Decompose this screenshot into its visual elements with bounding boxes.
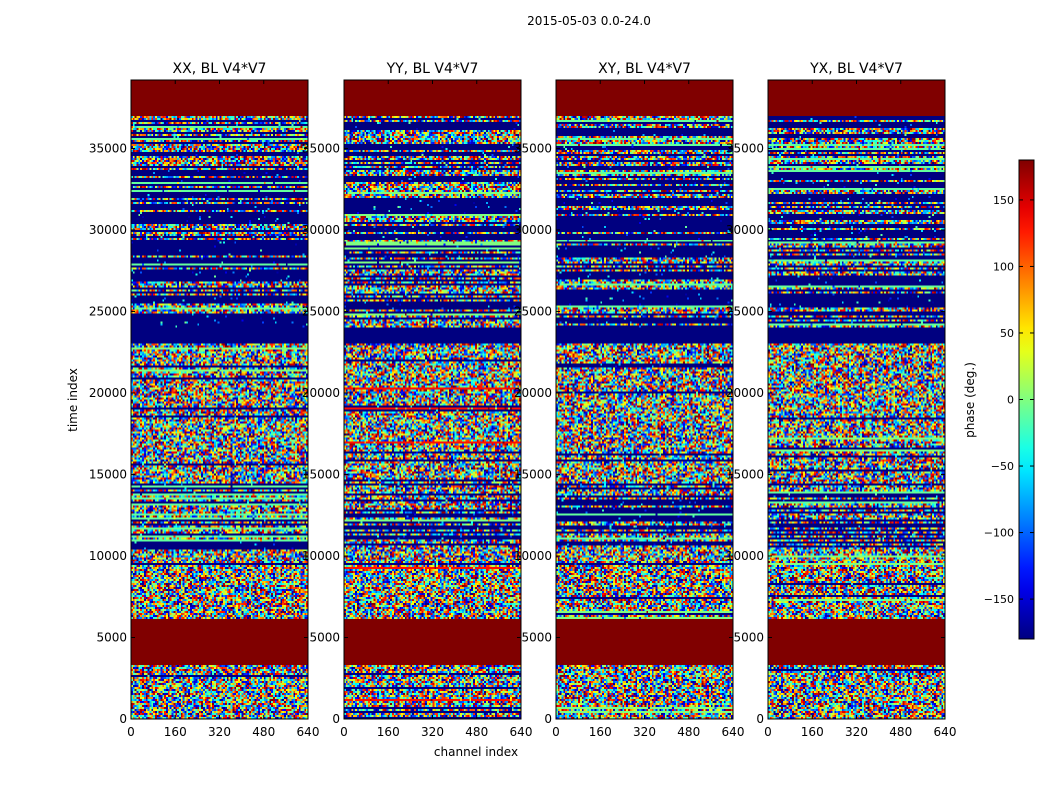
y-tick-label: 15000 bbox=[302, 467, 340, 481]
y-tick-label: 20000 bbox=[514, 386, 552, 400]
colorbar-label: phase (deg.) bbox=[963, 362, 977, 438]
x-tick-label: 480 bbox=[889, 725, 912, 739]
colorbar-tick-label: −150 bbox=[984, 593, 1014, 606]
y-tick-label: 0 bbox=[332, 712, 340, 726]
x-tick-label: 160 bbox=[801, 725, 824, 739]
y-tick-label: 15000 bbox=[514, 467, 552, 481]
y-tick-label: 30000 bbox=[726, 223, 764, 237]
y-tick-label: 10000 bbox=[726, 549, 764, 563]
y-tick-label: 30000 bbox=[302, 223, 340, 237]
y-tick-label: 30000 bbox=[89, 223, 127, 237]
y-tick-label: 5000 bbox=[733, 630, 764, 644]
y-tick-label: 20000 bbox=[726, 386, 764, 400]
x-tick-label: 0 bbox=[127, 725, 135, 739]
y-tick-label: 20000 bbox=[302, 386, 340, 400]
y-tick-label: 35000 bbox=[514, 141, 552, 155]
panel-title: XX, BL V4*V7 bbox=[173, 61, 267, 77]
y-tick-label: 10000 bbox=[514, 549, 552, 563]
x-tick-label: 160 bbox=[377, 725, 400, 739]
figure-title: 2015-05-03 0.0-24.0 bbox=[527, 14, 651, 28]
panel-xx: XX, BL V4*V7 0 160 320 480 640 0 5000 10000 15000… bbox=[89, 61, 320, 739]
y-tick-label: 5000 bbox=[309, 630, 340, 644]
x-tick-label: 640 bbox=[934, 725, 957, 739]
heatmap-image bbox=[344, 80, 521, 719]
colorbar-tick-label: 100 bbox=[993, 260, 1014, 273]
y-tick-label: 20000 bbox=[89, 386, 127, 400]
y-tick-label: 0 bbox=[756, 712, 764, 726]
colorbar-tick-label: −100 bbox=[984, 527, 1014, 540]
y-tick-label: 15000 bbox=[89, 467, 127, 481]
x-tick-label: 160 bbox=[589, 725, 612, 739]
y-tick-label: 0 bbox=[119, 712, 127, 726]
x-tick-label: 640 bbox=[510, 725, 533, 739]
x-tick-label: 160 bbox=[164, 725, 187, 739]
y-tick-label: 25000 bbox=[302, 304, 340, 318]
colorbar-tick-label: 150 bbox=[993, 194, 1014, 207]
heatmap-image bbox=[131, 80, 308, 719]
x-tick-label: 320 bbox=[633, 725, 656, 739]
y-tick-label: 5000 bbox=[521, 630, 552, 644]
x-tick-label: 0 bbox=[552, 725, 560, 739]
y-tick-label: 35000 bbox=[302, 141, 340, 155]
y-tick-label: 35000 bbox=[726, 141, 764, 155]
y-tick-label: 10000 bbox=[89, 549, 127, 563]
x-tick-label: 640 bbox=[297, 725, 320, 739]
panel-title: XY, BL V4*V7 bbox=[598, 61, 691, 77]
panel-title: YY, BL V4*V7 bbox=[386, 61, 479, 77]
y-tick-label: 25000 bbox=[514, 304, 552, 318]
heatmap-image bbox=[768, 80, 945, 719]
y-tick-label: 25000 bbox=[726, 304, 764, 318]
y-tick-label: 5000 bbox=[96, 630, 127, 644]
heatmap-image bbox=[556, 80, 733, 719]
y-tick-label: 0 bbox=[544, 712, 552, 726]
y-tick-label: 10000 bbox=[302, 549, 340, 563]
colorbar-tick-label: 50 bbox=[1000, 327, 1014, 340]
y-tick-label: 35000 bbox=[89, 141, 127, 155]
colorbar: 150 100 50 0 −50 −100 −150 phase (deg.) bbox=[963, 159, 1035, 640]
y-tick-label: 15000 bbox=[726, 467, 764, 481]
panel-yy: YY, BL V4*V7 0 160 320 480 640 0 5000 10000 15000… bbox=[302, 61, 533, 739]
colorbar-tick-label: 0 bbox=[1007, 394, 1014, 407]
x-axis-label: channel index bbox=[434, 745, 518, 759]
panel-title: YX, BL V4*V7 bbox=[809, 61, 903, 77]
y-tick-label: 30000 bbox=[514, 223, 552, 237]
x-tick-label: 320 bbox=[845, 725, 868, 739]
x-tick-label: 480 bbox=[465, 725, 488, 739]
colorbar-tick-label: −50 bbox=[991, 460, 1014, 473]
x-tick-label: 0 bbox=[340, 725, 348, 739]
x-tick-label: 320 bbox=[208, 725, 231, 739]
x-tick-label: 320 bbox=[421, 725, 444, 739]
x-tick-label: 0 bbox=[764, 725, 772, 739]
y-tick-label: 25000 bbox=[89, 304, 127, 318]
panel-yx: YX, BL V4*V7 0 160 320 480 640 0 5000 10000 15000… bbox=[726, 61, 957, 739]
y-axis-label: time index bbox=[66, 368, 80, 432]
x-tick-label: 480 bbox=[677, 725, 700, 739]
x-tick-label: 640 bbox=[722, 725, 745, 739]
x-tick-label: 480 bbox=[252, 725, 275, 739]
panel-xy: XY, BL V4*V7 0 160 320 480 640 0 5000 10000 15000… bbox=[514, 61, 745, 739]
